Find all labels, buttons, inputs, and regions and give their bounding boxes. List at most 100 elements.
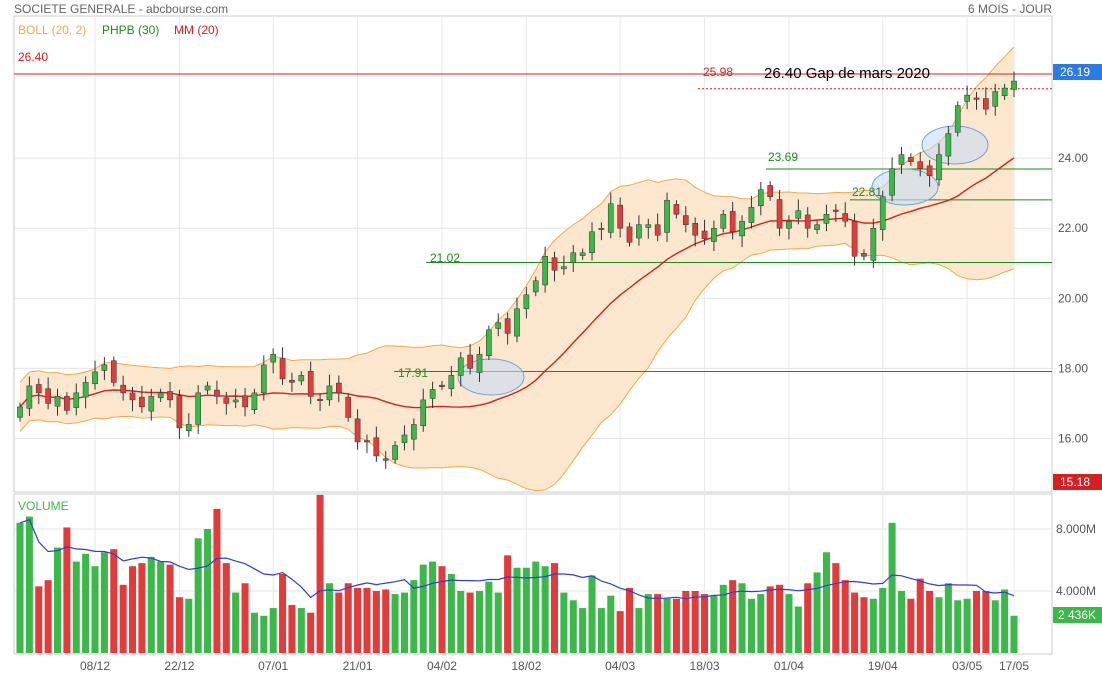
y-axis: 16.00 18.00 20.00 22.00 24.00 [1058,151,1088,445]
volume-bar [860,597,868,653]
level-label-23-69: 23.69 [768,150,798,164]
volume-bar [419,564,427,653]
volume-bar [719,584,727,653]
candle-body [926,165,933,176]
period-label[interactable]: 6 MOIS - JOUR [967,2,1052,16]
candle-body [561,266,567,270]
highlight-ellipse [871,168,939,206]
volume-bar [851,592,859,653]
candle-body [54,396,61,407]
candle-body [542,256,548,286]
candle-body [35,384,42,394]
candle-body [636,224,642,239]
volume-bar [213,508,221,653]
volume-bar [269,608,277,653]
price-panel-frame [13,15,1053,493]
x-tick-label: 21/01 [343,659,373,673]
candle-body [692,223,698,236]
candle-body [467,354,473,369]
volume-bar [494,592,502,653]
low-price-value: 15.18 [1060,475,1090,489]
volume-bar [579,608,587,653]
volume-bar [710,595,718,653]
volume-bar [513,567,521,653]
volume-bar [757,594,765,653]
candle-body [579,252,586,256]
candle-body [814,224,820,230]
volume-bar [626,587,634,653]
candle-body [214,389,220,397]
volume-bar [288,604,296,653]
volume-bar [738,583,746,653]
volume-bar [682,591,690,653]
volume-bar [363,587,371,653]
volume-bar [25,516,33,653]
candle-body [917,161,924,169]
volume-bar [466,592,474,653]
candle-body [945,133,952,157]
volume-bar [616,611,624,653]
last-volume-value: 2 436K [1058,608,1096,622]
volume-bar [204,529,212,653]
candle-body [532,280,539,293]
volume-bar [588,575,596,653]
volume-bar [541,566,549,653]
candle-body [964,94,970,102]
volume-bar [279,573,287,653]
candle-body [429,389,436,399]
candle-body [270,354,277,363]
last-price-value: 26.19 [1060,65,1090,79]
volume-bar [194,538,202,653]
x-tick-label: 08/12 [80,659,110,673]
volume-bar [82,553,90,653]
volume-bar [100,552,108,653]
candle-body [298,375,305,382]
candle-body [711,227,717,242]
volume-bar [166,564,174,653]
volume-bar [879,587,887,653]
volume-bar [532,561,540,653]
volume-bar [1001,589,1009,653]
volume-bar [897,591,905,653]
candle-body [82,382,89,398]
candle-body [64,396,70,411]
volume-axis: 4.000M 8.000M [1056,522,1096,598]
volume-bar [635,608,643,653]
gap-annotation: 26.40 Gap de mars 2020 [764,65,930,82]
moving-average-line [19,157,1015,409]
gap-level-label: 26.40 [18,50,48,64]
candle-body [176,395,183,429]
volume-bar [644,594,652,653]
volume-bar [157,561,165,653]
volume-bar [63,527,71,653]
candle-body [148,396,155,412]
volume-bar [400,592,408,653]
candle-body [898,154,905,165]
volume-bar [260,615,268,653]
candle-body [73,392,80,408]
volume-bar [344,583,352,653]
volume-ma-line [19,518,1015,600]
volume-bar [597,608,605,653]
volume-bar [701,594,709,653]
x-tick-label: 17/05 [999,659,1029,673]
candle-body [729,211,736,232]
candle-body [551,257,558,271]
volume-bar [297,608,305,653]
x-tick-label: 18/03 [690,659,720,673]
volume-bar [813,572,821,653]
candle-body [889,168,895,196]
volume-bar [35,586,43,653]
x-tick-label: 22/12 [164,659,194,673]
volume-bar [672,598,680,653]
candle-body [317,398,323,401]
volume-bar [841,580,849,653]
volume-bar [354,587,362,653]
low-price-badge [1053,474,1102,490]
candle-body [983,98,989,110]
volume-bar [44,580,52,653]
volume-bar [72,561,80,653]
candle-body [392,445,398,460]
candle-body [373,437,380,457]
